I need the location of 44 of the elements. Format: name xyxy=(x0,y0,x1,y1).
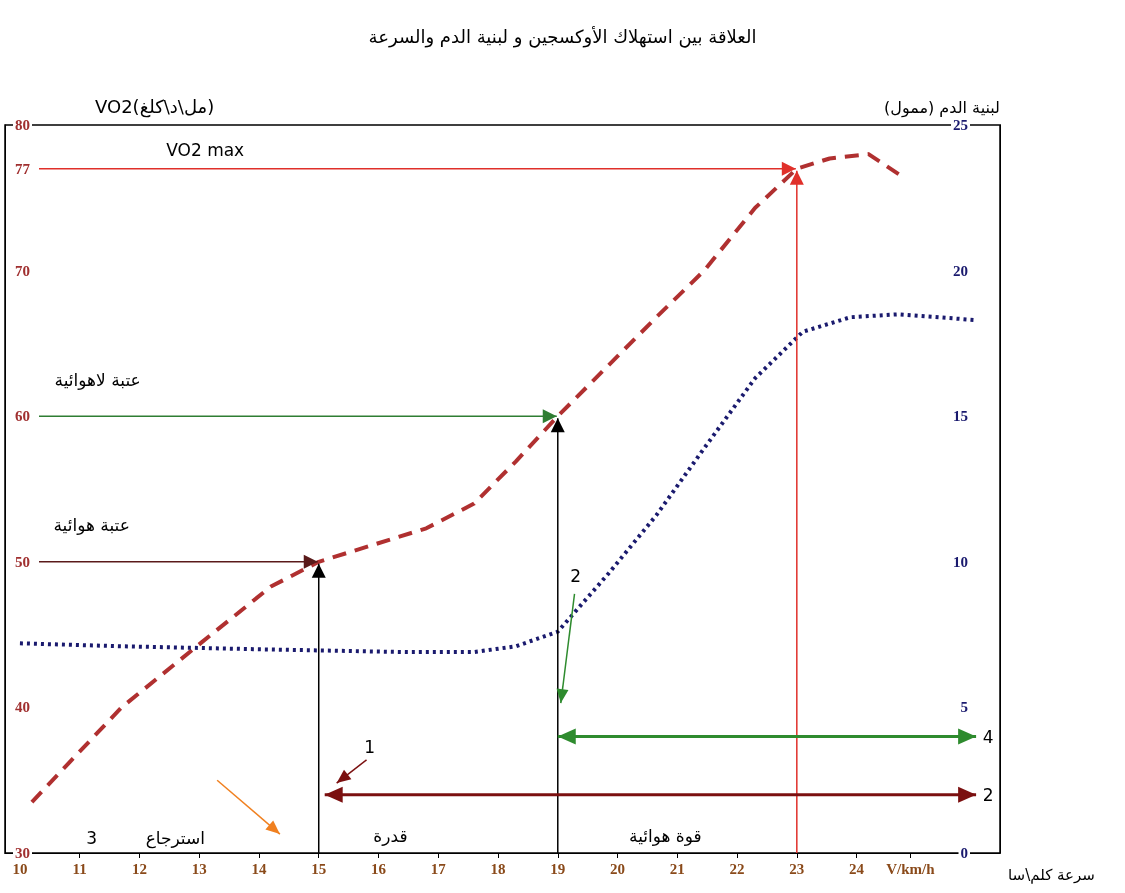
x-tick-label: 12 xyxy=(131,860,147,877)
y-tick-label: 40 xyxy=(15,699,30,716)
chart-title: العلاقة بين استهلاك الأوكسجين و لبنية الدم والسرعة xyxy=(368,25,757,48)
y2-tick-label: 25 xyxy=(953,117,968,133)
y2-tick-label: 15 xyxy=(953,408,968,425)
x-tick-label: 24 xyxy=(849,860,865,877)
annotation: 3 xyxy=(86,828,98,849)
y2-tick-label: 5 xyxy=(960,699,968,716)
annotation: VO2 max xyxy=(166,139,245,160)
y-tick-label: 70 xyxy=(15,262,30,279)
annotation: 4 xyxy=(982,726,994,747)
annotation: عتبة هوائية xyxy=(53,515,130,536)
x-tick-label: 16 xyxy=(371,860,387,877)
x-tick-label: 13 xyxy=(191,860,207,877)
y2-axis-title: لبنية الدم (ممول) xyxy=(884,97,1000,118)
y-tick-label: 60 xyxy=(15,408,30,425)
x-tick-label: 20 xyxy=(610,860,626,877)
y-tick-label: 77 xyxy=(15,160,31,177)
annotation: قوة هوائية xyxy=(629,825,702,846)
y-tick-label: 50 xyxy=(15,553,30,570)
annotation: قدرة xyxy=(373,825,408,846)
y2-tick-label: 0 xyxy=(960,845,968,861)
x-tick-label: 10 xyxy=(12,860,28,877)
annotation: استرجاع xyxy=(145,828,205,850)
x-tick-label: V/km/h xyxy=(886,860,936,877)
x-tick-label: 21 xyxy=(669,860,685,877)
y-tick-label: 80 xyxy=(15,117,30,133)
x-tick-label: 14 xyxy=(251,860,267,877)
x-tick-label: 22 xyxy=(729,860,745,877)
annotation: 2 xyxy=(982,784,994,805)
y2-tick-label: 10 xyxy=(953,553,968,570)
annotation: 2 xyxy=(570,566,582,587)
x-tick-label: 17 xyxy=(430,860,447,877)
x-tick-label: 15 xyxy=(311,860,327,877)
x-tick-label: 23 xyxy=(789,860,805,877)
x-tick-label: 11 xyxy=(72,860,87,877)
y2-tick-label: 20 xyxy=(953,262,968,279)
x-axis-title: سرعة كلم\سا xyxy=(1008,865,1095,884)
x-tick-label: 19 xyxy=(550,860,566,877)
y-axis-title: VO2(مل\د\كلغ) xyxy=(95,95,215,118)
annotation: 1 xyxy=(364,736,375,757)
y-tick-label: 30 xyxy=(15,845,30,861)
annotation: عتبة لاهوائية xyxy=(54,369,141,390)
x-tick-label: 18 xyxy=(490,860,506,877)
